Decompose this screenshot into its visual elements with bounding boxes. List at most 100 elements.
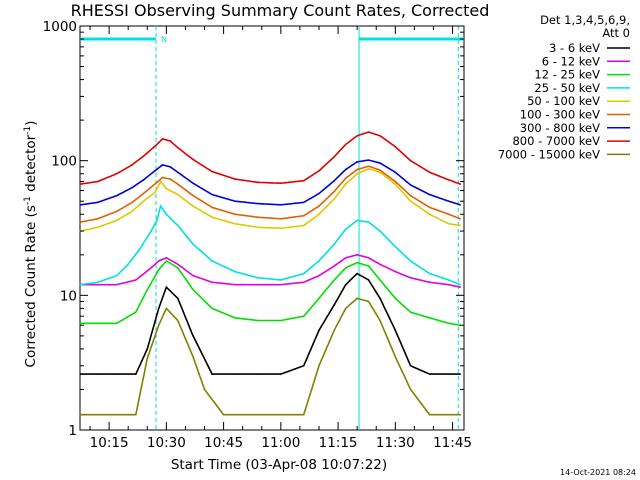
series-point [127,263,129,266]
series-point [344,228,347,230]
legend-label: 100 - 300 keV [520,108,600,122]
series-point [356,172,358,175]
x-tick-label: 11:00 [261,435,300,451]
series-point [177,171,179,174]
series-point [96,180,99,183]
series-point [115,194,118,197]
series-point [177,224,179,227]
series-point [192,288,194,291]
series-point [177,193,179,196]
series-point [428,272,431,275]
series-point [257,226,259,229]
series-point [333,265,336,267]
series-point [115,274,118,277]
series-point [257,276,259,279]
series-point [131,201,133,204]
series-line [80,165,461,223]
series-point [428,317,431,319]
x-tick-label: 11:15 [319,435,358,451]
series-point [135,279,137,281]
series-point [234,222,236,225]
series-point [356,161,358,163]
legend-label: 3 - 6 keV [549,41,600,55]
x-tick-label: 11:30 [376,435,415,451]
series-point [192,355,194,358]
series-point [447,179,450,181]
series-point [177,263,179,266]
series-point [367,131,370,133]
series-point [96,201,99,204]
series-point [302,214,305,217]
series-point [280,227,282,230]
series-point [211,260,213,262]
series-point [192,274,194,277]
series-point [447,200,450,203]
series-point [135,413,137,416]
x-axis-label: Start Time (03-Apr-08 10:07:22) [171,457,387,473]
series-point [203,388,206,391]
series-point [165,213,168,216]
series-point [260,413,263,416]
series-point [428,413,431,416]
series-point [459,286,461,288]
series-point [280,413,282,416]
series-point [192,243,194,245]
series-point [367,265,370,267]
series-point [131,164,133,166]
series-point [280,182,282,185]
series-point [379,297,381,300]
series-point [192,335,194,337]
series-point [409,276,412,279]
series-point [344,183,347,185]
series-point [159,180,162,183]
series-point [257,283,259,286]
series-point [280,204,282,206]
series-point [79,204,82,206]
series-point [379,162,381,164]
series-point [169,166,171,168]
series-point [177,146,179,149]
series-point [356,134,358,137]
series-point [344,283,347,286]
series-point [356,253,358,256]
series-point [192,182,194,185]
legend-label: 25 - 50 keV [534,81,600,95]
series-point [234,200,236,203]
series-point [356,219,358,222]
series-point [428,281,431,284]
series-point [344,143,347,146]
series-point [447,283,450,286]
series-point [344,177,347,180]
series-point [154,170,156,172]
series-point [379,263,381,266]
series-point [302,224,305,227]
series-point [257,181,259,184]
series-point [131,210,133,213]
series-point [280,218,282,220]
series-point [318,192,320,195]
series-point [79,221,82,223]
series-point [356,168,358,171]
y-axis-label-part1: Corrected Count Rate (s [23,205,39,367]
series-point [428,171,431,174]
chart-title: RHESSI Observing Summary Count Rates, Co… [71,1,490,20]
series-point [394,270,397,273]
series-point [379,171,381,174]
series-point [161,176,164,179]
series-point [135,373,137,375]
series-point [165,286,168,288]
series-point [135,311,137,313]
series-point [459,218,461,220]
series-line [80,159,461,206]
series-point [161,138,164,140]
series-point [318,274,320,277]
series-point [394,145,397,148]
series-point [192,205,194,207]
legend-label: 800 - 7000 keV [512,134,600,148]
series-point [333,304,336,306]
series-point [302,179,305,182]
series-point [142,200,145,203]
y-axis-label-sup1: -1 [23,196,33,205]
series-point [211,193,213,196]
series-point [146,348,149,350]
